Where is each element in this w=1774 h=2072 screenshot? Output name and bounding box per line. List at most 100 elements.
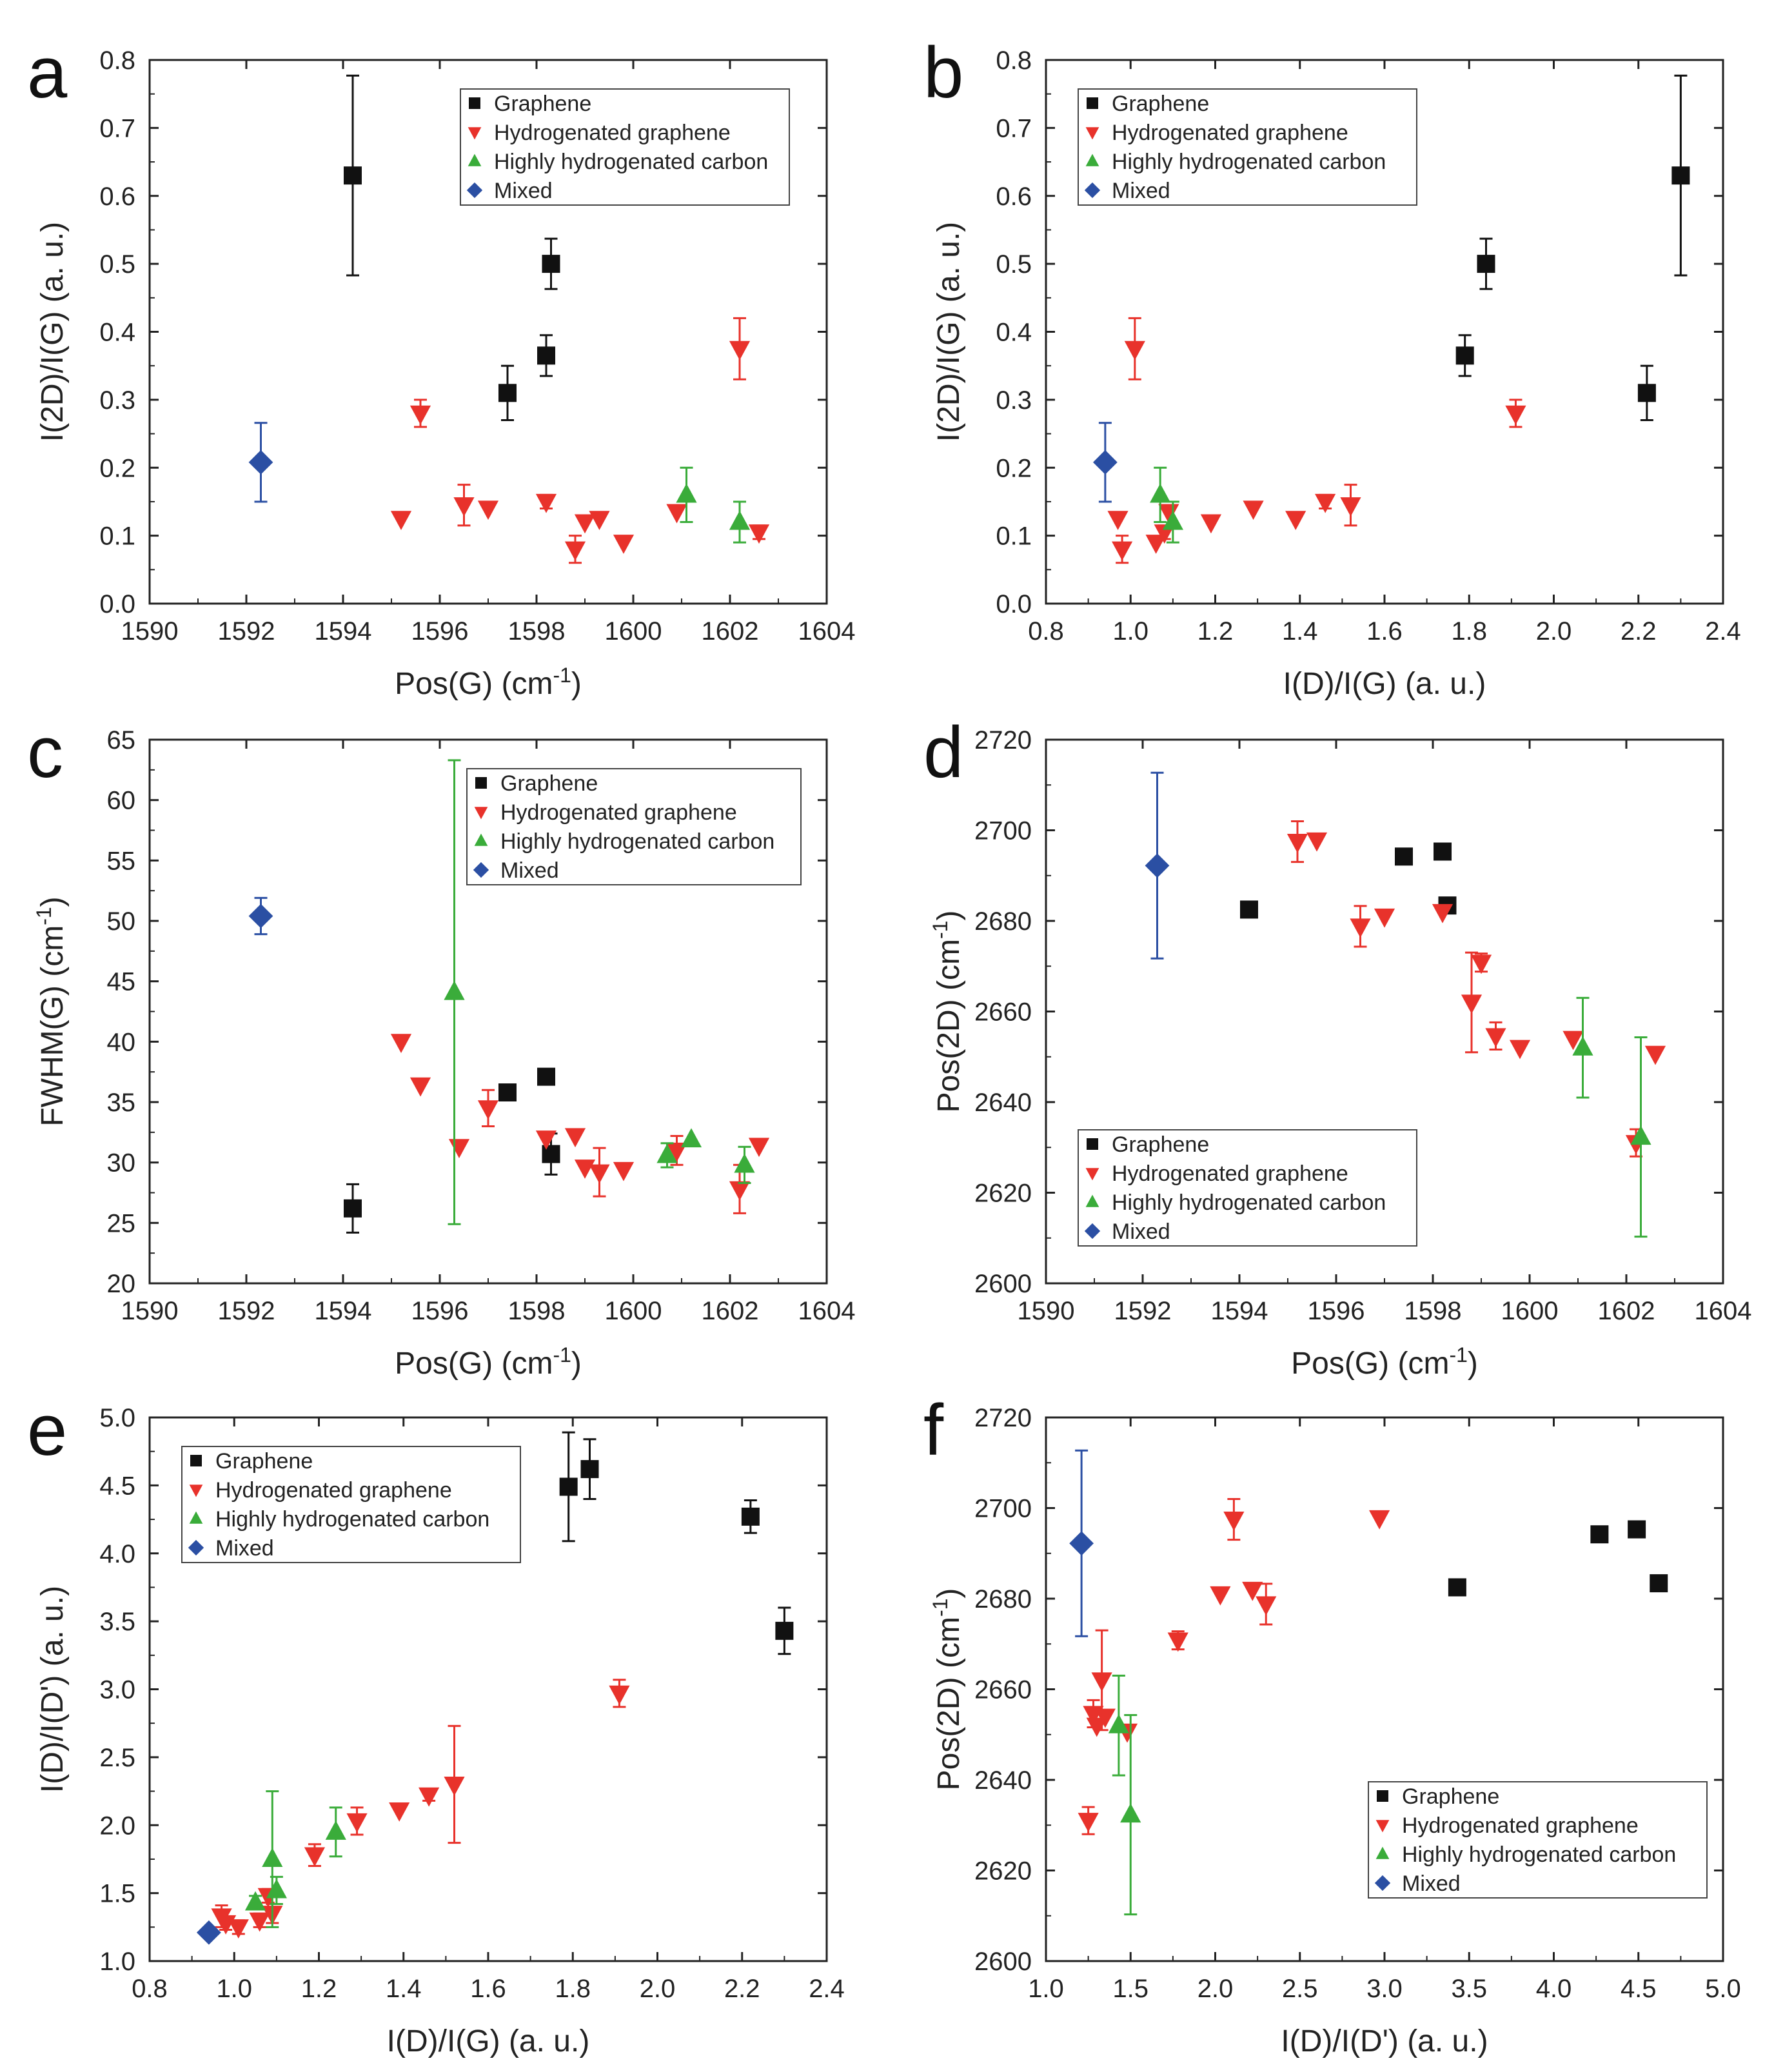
x-tick-label: 1.0 — [216, 1975, 252, 2003]
data-point — [196, 1920, 221, 1945]
series-hydrogenated-graphene — [390, 1034, 770, 1214]
data-point — [346, 1813, 368, 1833]
x-axis-label: I(D)/I(D') (a. u.) — [1281, 2024, 1488, 2058]
x-tick-label: 1590 — [121, 1297, 179, 1325]
legend-frame — [466, 768, 802, 885]
y-tick-label: 0.0 — [99, 590, 135, 618]
series-mixed — [1145, 771, 1170, 960]
x-tick-label: 1.8 — [1451, 617, 1487, 646]
legend-entry: Graphene — [500, 771, 598, 796]
x-tick-label: 1600 — [1501, 1297, 1559, 1325]
data-point — [613, 1161, 635, 1181]
legend-entry: Highly hydrogenated carbon — [1112, 150, 1386, 174]
legend: Graphene Hydrogenated graphene Highly hydr… — [1078, 1129, 1417, 1247]
y-tick-label: 0.1 — [99, 522, 135, 551]
data-point — [666, 1142, 687, 1162]
legend-marker — [190, 1455, 202, 1466]
data-point — [1590, 1525, 1609, 1544]
panel-b: b 0.8 1.0 1.2 1.4 1.6 1.8 2.0 2.2 2.4 0.0 0.1 0.2 0.3… — [923, 32, 1741, 701]
legend-marker — [188, 1539, 204, 1556]
y-tick-label: 45 — [107, 968, 136, 996]
legend-marker — [468, 127, 482, 140]
data-point — [613, 535, 635, 554]
y-tick-label: 2600 — [974, 1270, 1032, 1298]
data-point — [1306, 832, 1328, 852]
legend-marker — [1087, 97, 1098, 109]
data-point — [1350, 918, 1371, 938]
x-tick-label: 2.5 — [1282, 1975, 1318, 2003]
x-tick-label: 1.2 — [1197, 617, 1234, 646]
x-tick-label: 1594 — [315, 1297, 372, 1325]
data-point — [741, 1507, 760, 1526]
data-point — [729, 510, 751, 530]
x-tick-label: 0.8 — [132, 1975, 168, 2003]
legend-entry: Highly hydrogenated carbon — [494, 150, 768, 174]
legend-entry: Mixed — [215, 1536, 274, 1561]
legend-frame — [1368, 1781, 1708, 1899]
data-point — [589, 1164, 610, 1184]
data-point — [344, 1199, 362, 1218]
legend-entry: Mixed — [1112, 1219, 1170, 1244]
legend-marker — [1087, 1138, 1098, 1150]
data-point — [390, 1034, 412, 1054]
x-tick-label: 2.0 — [640, 1975, 676, 2003]
y-tick-label: 20 — [107, 1270, 136, 1298]
x-tick-label: 4.0 — [1536, 1975, 1572, 2003]
x-tick-label: 4.5 — [1621, 1975, 1657, 2003]
series-highly-hydrogenated-carbon — [244, 1790, 346, 1928]
data-point — [1477, 255, 1495, 273]
y-tick-label: 2700 — [974, 1495, 1032, 1523]
data-point — [444, 1776, 465, 1796]
legend-marker — [473, 862, 489, 878]
data-point — [1094, 1708, 1116, 1728]
x-tick-label: 1592 — [218, 1297, 275, 1325]
legend-marker — [1375, 1846, 1390, 1859]
series-mixed — [1069, 1449, 1094, 1637]
data-point — [1243, 500, 1264, 520]
legend-entry: Graphene — [215, 1449, 313, 1474]
legend-marker — [466, 182, 483, 199]
y-tick-label: 50 — [107, 907, 136, 936]
data-point — [535, 493, 557, 513]
data-point — [1671, 166, 1690, 185]
data-point — [1434, 842, 1452, 861]
data-point — [344, 166, 362, 185]
x-tick-label: 1590 — [1018, 1297, 1075, 1325]
y-tick-label: 2720 — [974, 1404, 1032, 1432]
y-tick-label: 2600 — [974, 1948, 1032, 1976]
y-tick-label: 2660 — [974, 998, 1032, 1027]
y-tick-label: 0.8 — [996, 46, 1032, 75]
x-tick-label: 2.2 — [1621, 617, 1657, 646]
data-point — [542, 1145, 560, 1163]
x-tick-label: 1602 — [1598, 1297, 1655, 1325]
legend-marker — [1085, 153, 1099, 166]
data-point — [304, 1847, 326, 1867]
legend-marker — [475, 777, 487, 789]
series-highly-hydrogenated-carbon — [676, 466, 751, 544]
data-point — [542, 255, 560, 273]
data-point — [1256, 1596, 1277, 1616]
series-mixed — [196, 1920, 221, 1945]
legend-marker — [1085, 1168, 1099, 1181]
data-point — [477, 1100, 499, 1120]
y-tick-label: 2680 — [974, 1585, 1032, 1613]
data-point — [574, 1159, 596, 1179]
data-point — [1369, 1510, 1390, 1530]
data-point — [1242, 1581, 1263, 1601]
data-point — [734, 1153, 755, 1173]
y-tick-label: 0.3 — [99, 386, 135, 415]
data-point — [1628, 1520, 1646, 1539]
legend-entry: Hydrogenated graphene — [215, 1478, 452, 1503]
data-point — [1650, 1574, 1668, 1593]
data-point — [676, 483, 697, 503]
legend-marker — [189, 1511, 203, 1524]
y-axis-label: Pos(2D) (cm-1) — [929, 1588, 966, 1791]
y-tick-label: 25 — [107, 1209, 136, 1238]
y-tick-label: 0.1 — [996, 522, 1032, 551]
data-point — [1374, 908, 1395, 928]
data-point — [666, 504, 687, 524]
y-tick-label: 30 — [107, 1149, 136, 1178]
legend-frame — [460, 88, 790, 206]
y-tick-label: 2640 — [974, 1089, 1032, 1117]
